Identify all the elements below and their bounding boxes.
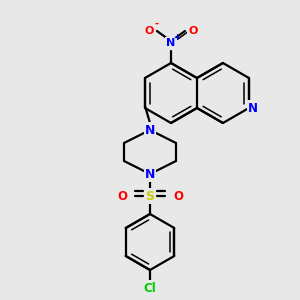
Text: O: O (188, 26, 198, 36)
Text: Cl: Cl (144, 281, 156, 295)
Text: N: N (248, 101, 258, 115)
Text: S: S (146, 190, 154, 202)
Text: O: O (144, 26, 154, 36)
Text: N: N (145, 124, 155, 136)
Text: -: - (155, 19, 159, 29)
Text: N: N (145, 167, 155, 181)
Text: +: + (173, 32, 181, 41)
Text: O: O (117, 190, 127, 202)
Text: N: N (167, 38, 176, 48)
Text: O: O (173, 190, 183, 202)
